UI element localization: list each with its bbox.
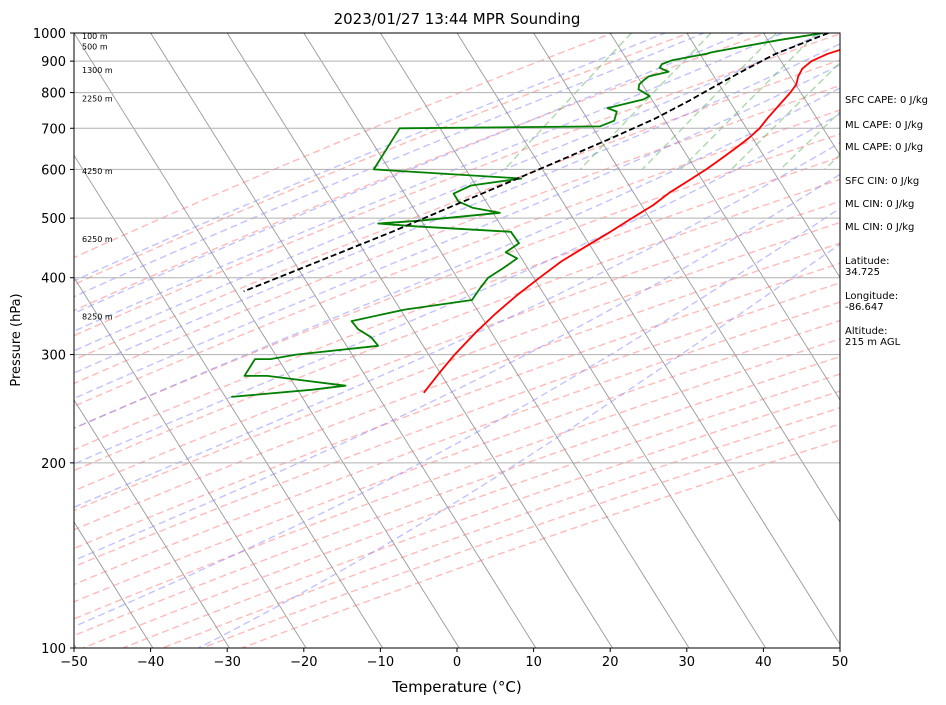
isotherm bbox=[74, 276, 307, 648]
chart-title: 2023/01/27 13:44 MPR Sounding bbox=[334, 10, 581, 28]
x-tick-label: −50 bbox=[60, 655, 87, 670]
dry-adiabat bbox=[82, 373, 840, 648]
isotherm bbox=[150, 33, 537, 648]
x-tick-label: −20 bbox=[290, 655, 317, 670]
isotherm bbox=[763, 33, 840, 157]
moist-adiabat bbox=[74, 207, 840, 628]
y-tick-label: 1000 bbox=[33, 27, 66, 42]
dry-adiabat bbox=[74, 109, 840, 407]
altitude-label: 100 m bbox=[82, 32, 108, 41]
stat-line: Altitude: 215 m AGL bbox=[845, 326, 901, 348]
dry-adiabat bbox=[74, 33, 615, 259]
isotherm bbox=[74, 521, 154, 648]
y-tick-label: 800 bbox=[41, 87, 66, 102]
y-tick-label: 600 bbox=[41, 163, 66, 178]
stat-line: ML CIN: 0 J/kg bbox=[845, 199, 915, 210]
mixing-ratio-line bbox=[730, 61, 840, 170]
altitude-label: 1300 m bbox=[82, 66, 113, 75]
x-tick-label: 50 bbox=[832, 655, 849, 670]
stat-line: ML CAPE: 0 J/kg bbox=[845, 120, 924, 131]
moist-adiabat bbox=[74, 87, 840, 429]
moist-adiabat bbox=[198, 243, 840, 648]
altitude-label: 8250 m bbox=[82, 312, 113, 321]
sounding-traces bbox=[231, 33, 840, 398]
isotherm bbox=[74, 399, 230, 648]
x-axis-ticks: −50 −40 −30 −20 −10 0 10 20 30 40 50 bbox=[60, 648, 848, 670]
mixing-ratio-line bbox=[503, 33, 632, 170]
moist-adiabat bbox=[74, 113, 840, 465]
isotherm bbox=[226, 33, 613, 648]
x-axis-label: Temperature (°C) bbox=[391, 678, 521, 696]
altitude-label: 6250 m bbox=[82, 235, 113, 244]
moist-adiabat bbox=[74, 173, 840, 562]
dry-adiabat bbox=[74, 133, 840, 429]
isotherm bbox=[609, 33, 840, 401]
y-tick-label: 100 bbox=[41, 642, 66, 657]
isotherm bbox=[456, 33, 840, 646]
stat-line: ML CAPE: 0 J/kg bbox=[845, 142, 924, 153]
isotherm bbox=[74, 154, 384, 648]
y-tick-label: 400 bbox=[41, 272, 66, 287]
series-line-1 bbox=[231, 33, 824, 398]
moist-adiabat bbox=[74, 33, 825, 352]
isotherm bbox=[380, 33, 767, 648]
dry-adiabat bbox=[74, 262, 840, 550]
dry-adiabat bbox=[74, 221, 840, 512]
dry-adiabat bbox=[74, 338, 840, 620]
series-line-0 bbox=[423, 49, 840, 394]
isotherm bbox=[74, 33, 460, 648]
isotherm bbox=[533, 33, 840, 523]
background-lines bbox=[74, 33, 840, 648]
dry-adiabat bbox=[74, 156, 840, 451]
altitude-label: 2250 m bbox=[82, 95, 113, 104]
x-tick-label: 10 bbox=[525, 655, 542, 670]
x-tick-label: 40 bbox=[755, 655, 772, 670]
stat-line: Latitude: 34.725 bbox=[845, 256, 890, 278]
isotherm bbox=[303, 33, 690, 648]
y-axis-ticks: 100 200 300 400 500 600 700 800 900 1000 bbox=[33, 27, 74, 657]
mixing-ratio-line bbox=[579, 33, 712, 170]
y-axis-label: Pressure (hPa) bbox=[9, 293, 24, 386]
altitude-label: 4250 m bbox=[82, 167, 113, 176]
dry-adiabat bbox=[74, 319, 840, 603]
y-tick-label: 500 bbox=[41, 212, 66, 227]
y-tick-label: 700 bbox=[41, 122, 66, 137]
dry-adiabat bbox=[74, 355, 840, 637]
x-tick-label: 30 bbox=[679, 655, 696, 670]
x-tick-label: 20 bbox=[602, 655, 619, 670]
stat-line: SFC CAPE: 0 J/kg bbox=[845, 95, 928, 106]
mixing-ratio-line bbox=[680, 33, 818, 170]
y-tick-label: 300 bbox=[41, 349, 66, 364]
stat-line: Longitude: -86.647 bbox=[845, 291, 899, 313]
series-line-2 bbox=[243, 33, 829, 293]
x-tick-label: −10 bbox=[367, 655, 394, 670]
mixing-ratio-line bbox=[779, 110, 840, 170]
dry-adiabat bbox=[74, 178, 840, 472]
x-tick-label: −30 bbox=[213, 655, 240, 670]
altitude-labels: 100 m 500 m 1300 m 2250 m 4250 m 6250 m 8250 m bbox=[82, 32, 113, 321]
moist-adiabat bbox=[74, 43, 840, 374]
stat-line: ML CIN: 0 J/kg bbox=[845, 222, 915, 233]
y-tick-label: 900 bbox=[41, 55, 66, 70]
dry-adiabat bbox=[122, 390, 840, 648]
stat-line: SFC CIN: 0 J/kg bbox=[845, 176, 920, 187]
dry-adiabat bbox=[74, 242, 840, 531]
dry-adiabat bbox=[74, 33, 768, 312]
altitude-label: 500 m bbox=[82, 43, 108, 52]
x-tick-label: 0 bbox=[453, 655, 461, 670]
dry-adiabat bbox=[74, 84, 840, 385]
dry-adiabat bbox=[202, 423, 840, 648]
y-tick-label: 200 bbox=[41, 457, 66, 472]
x-tick-label: −40 bbox=[137, 655, 164, 670]
dry-adiabat bbox=[74, 33, 840, 337]
dry-adiabat bbox=[74, 33, 691, 286]
dry-adiabat bbox=[74, 301, 840, 586]
moist-adiabat bbox=[74, 141, 840, 509]
moist-adiabat bbox=[74, 33, 668, 282]
moist-adiabat bbox=[74, 33, 746, 315]
